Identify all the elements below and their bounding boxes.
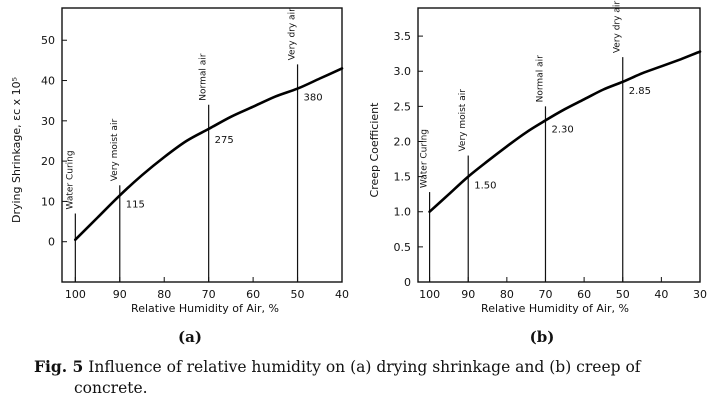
a-y-tick-label: 50 (41, 34, 55, 47)
b-y-tick-label: 2.5 (394, 100, 412, 113)
a-x-tick-label: 70 (202, 288, 216, 301)
b-condition-label: Very dry air (613, 1, 623, 53)
a-panel-label: (a) (178, 328, 202, 346)
a-condition-label: Normal air (199, 53, 209, 100)
b-x-tick-label: 90 (461, 288, 475, 301)
a-x-tick-label: 40 (335, 288, 349, 301)
caption-line-2: concrete. (74, 379, 148, 397)
a-condition-label: Very dry air (288, 8, 298, 60)
b-value-label: 1.50 (474, 181, 496, 192)
chart-a-drying-shrinkage: 100 90 80 70 60 50 40 0 10 20 30 40 50 Relative Humid… (10, 7, 349, 346)
caption-fig-label: Fig. 5 (34, 357, 84, 376)
a-condition-label: Very moist air (110, 119, 120, 182)
b-plot-frame (417, 7, 701, 283)
b-x-tick-label: 30 (693, 288, 707, 301)
b-x-tick-label: 50 (616, 288, 630, 301)
b-y-tick-label: 3.0 (394, 65, 412, 78)
a-x-tick-label: 50 (291, 288, 305, 301)
a-x-axis-label: Relative Humidity of Air, % (131, 302, 279, 315)
b-x-axis-label: Relative Humidity of Air, % (481, 302, 629, 315)
a-value-label: 275 (215, 135, 234, 146)
b-value-label: 2.30 (551, 124, 573, 135)
a-y-tick-label: 30 (41, 115, 55, 128)
b-y-tick-label: 1.0 (394, 206, 412, 219)
b-condition-label: Normal air (535, 55, 545, 102)
b-panel-label: (b) (530, 328, 555, 346)
caption-line-1: Influence of relative humidity on (a) dr… (88, 358, 641, 376)
b-y-tick-label: 0.5 (394, 241, 412, 254)
b-x-tick-label: 100 (419, 288, 440, 301)
b-y-tick-label: 2.0 (394, 135, 412, 148)
b-y-tick-label: 1.5 (394, 171, 412, 184)
a-value-label: 380 (304, 93, 323, 104)
b-data-curve (428, 50, 702, 213)
b-y-tick-label: 3.5 (394, 30, 412, 43)
a-y-axis-label: Drying Shrinkage, εc x 10⁵ (10, 77, 23, 223)
chart-b-creep-coefficient: 100 90 80 70 60 50 40 30 0 0.5 1.0 1.5 2.0 2.5 3.0 3.5 R… (368, 1, 707, 346)
b-y-axis-label: Creep Coefficient (368, 102, 381, 198)
a-x-tick-label: 60 (246, 288, 260, 301)
a-y-tick-label: 0 (48, 236, 55, 249)
b-x-tick-label: 80 (500, 288, 514, 301)
a-x-tick-label: 80 (157, 288, 171, 301)
b-x-tick-label: 70 (538, 288, 552, 301)
b-y-tick-label: 0 (404, 276, 411, 289)
a-data-curve (74, 67, 344, 241)
b-value-label: 2.85 (629, 86, 651, 97)
a-x-tick-label: 90 (113, 288, 127, 301)
a-condition-label: Water Curing (65, 150, 75, 209)
b-condition-label: Very moist air (458, 89, 468, 152)
a-value-label: 115 (126, 199, 145, 210)
b-x-tick-label: 60 (577, 288, 591, 301)
a-y-tick-label: 40 (41, 75, 55, 88)
a-y-tick-label: 10 (41, 195, 55, 208)
a-x-tick-label: 100 (65, 288, 86, 301)
a-plot-frame (61, 7, 343, 283)
b-x-tick-label: 40 (654, 288, 668, 301)
b-condition-label: Water Curing (420, 129, 430, 188)
a-y-tick-label: 20 (41, 155, 55, 168)
figure-caption: Fig. 5 Influence of relative humidity on… (34, 356, 714, 399)
